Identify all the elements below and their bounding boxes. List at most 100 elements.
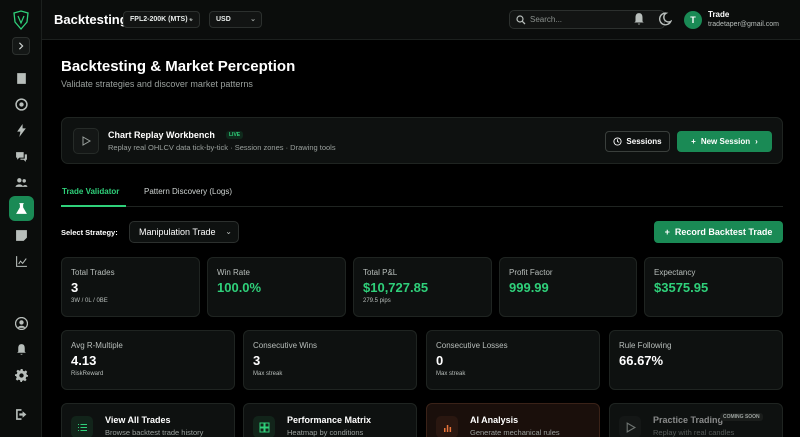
stat-value: 100.0% bbox=[217, 280, 262, 295]
app-title: Backtesting bbox=[54, 12, 128, 27]
coming-soon-badge: COMING SOON bbox=[720, 413, 763, 421]
view-all-trades-card[interactable]: View All Trades Browse backtest trade hi… bbox=[61, 403, 235, 437]
record-backtest-trade-button[interactable]: + Record Backtest Trade bbox=[654, 221, 783, 243]
logout-icon[interactable] bbox=[11, 404, 31, 424]
chevron-down-icon: ⌄ bbox=[225, 227, 232, 236]
stat-sub: 3W / 0L / 0BE bbox=[71, 298, 108, 304]
tab-trade-validator[interactable]: Trade Validator bbox=[62, 187, 120, 196]
search-icon bbox=[516, 15, 526, 25]
live-badge: LIVE bbox=[226, 131, 244, 139]
stat-card-consecutive-wins: Consecutive Wins 3 Max streak bbox=[243, 330, 417, 390]
dark-mode-moon-icon[interactable] bbox=[658, 12, 673, 26]
app-logo-icon[interactable] bbox=[11, 10, 31, 30]
strategy-label: Select Strategy: bbox=[61, 228, 118, 237]
chart-replay-workbench-card: Chart Replay Workbench LIVE Replay real … bbox=[61, 117, 783, 164]
stat-label: Consecutive Losses bbox=[436, 341, 508, 350]
stat-card-rule-following: Rule Following 66.67% bbox=[609, 330, 783, 390]
stat-card-avg-r-multiple: Avg R-Multiple 4.13 RiskReward bbox=[61, 330, 235, 390]
profile-icon[interactable] bbox=[11, 313, 31, 333]
stat-value: $10,727.85 bbox=[363, 280, 429, 295]
avatar[interactable]: T bbox=[684, 11, 702, 29]
stat-sub: Max streak bbox=[253, 371, 283, 377]
notifications-bell-icon[interactable] bbox=[11, 339, 31, 359]
currency-select-value: USD bbox=[216, 16, 231, 23]
top-bar: Backtesting FPL2-200K (MTS) - ⌄ USD ⌄ T … bbox=[42, 0, 800, 40]
lightning-icon[interactable] bbox=[11, 120, 31, 140]
workbench-subtitle: Replay real OHLCV data tick-by-tick · Se… bbox=[108, 143, 336, 152]
strategy-select[interactable]: Manipulation Trade ⌄ bbox=[129, 221, 239, 243]
account-select-value: FPL2-200K (MTS) - bbox=[130, 16, 192, 23]
stat-card-profit-factor: Profit Factor 999.99 bbox=[499, 257, 637, 317]
stat-label: Expectancy bbox=[654, 268, 696, 277]
stat-sub: RiskReward bbox=[71, 371, 104, 377]
tab-pattern-discovery[interactable]: Pattern Discovery (Logs) bbox=[144, 187, 233, 196]
new-session-button[interactable]: + New Session › bbox=[677, 131, 772, 152]
user-name: Trade bbox=[708, 10, 730, 19]
stat-card-expectancy: Expectancy $3575.95 bbox=[644, 257, 783, 317]
quick-link-subtitle: Replay with real candles bbox=[653, 428, 735, 437]
stat-label: Total Trades bbox=[71, 268, 115, 277]
stat-value: $3575.95 bbox=[654, 280, 709, 295]
stat-label: Win Rate bbox=[217, 268, 250, 277]
quick-link-title: Practice Trading bbox=[653, 415, 724, 425]
user-email: tradetaper@gmail.com bbox=[708, 21, 779, 28]
quick-link-title: AI Analysis bbox=[470, 415, 519, 425]
sidebar-collapse-button[interactable] bbox=[12, 37, 30, 55]
search-box[interactable] bbox=[509, 10, 665, 29]
stat-sub: 279.5 pips bbox=[363, 298, 391, 304]
stat-label: Avg R-Multiple bbox=[71, 341, 123, 350]
stat-value: 3 bbox=[71, 280, 79, 295]
chat-icon[interactable] bbox=[11, 146, 31, 166]
stat-value: 999.99 bbox=[509, 280, 549, 295]
account-select[interactable]: FPL2-200K (MTS) - ⌄ bbox=[123, 11, 200, 28]
stat-card-total-pnl: Total P&L $10,727.85 279.5 pips bbox=[353, 257, 492, 317]
analytics-trend-icon[interactable] bbox=[11, 251, 31, 271]
tab-bar: Trade Validator Pattern Discovery (Logs) bbox=[61, 183, 783, 207]
plus-icon: + bbox=[691, 137, 696, 146]
clock-icon bbox=[613, 137, 622, 146]
stat-sub: Max streak bbox=[436, 371, 466, 377]
chevron-right-icon: › bbox=[755, 137, 758, 146]
notes-icon[interactable] bbox=[11, 225, 31, 245]
stat-value: 66.67% bbox=[619, 353, 664, 368]
active-tab-indicator bbox=[61, 205, 126, 207]
stat-card-win-rate: Win Rate 100.0% bbox=[207, 257, 346, 317]
stat-value: 3 bbox=[253, 353, 261, 368]
record-backtest-trade-label: Record Backtest Trade bbox=[674, 227, 773, 237]
list-icon bbox=[71, 416, 93, 437]
stat-value: 0 bbox=[436, 353, 444, 368]
flask-icon[interactable] bbox=[9, 196, 34, 221]
bar-chart-icon bbox=[436, 416, 458, 437]
journal-book-icon[interactable] bbox=[11, 68, 31, 88]
grid-icon bbox=[253, 416, 275, 437]
performance-matrix-card[interactable]: Performance Matrix Heatmap by conditions bbox=[243, 403, 417, 437]
ai-analysis-card[interactable]: AI Analysis Generate mechanical rules bbox=[426, 403, 600, 437]
strategy-select-value: Manipulation Trade bbox=[139, 227, 216, 237]
stat-label: Consecutive Wins bbox=[253, 341, 318, 350]
stat-label: Total P&L bbox=[363, 268, 398, 277]
stat-label: Profit Factor bbox=[509, 268, 553, 277]
play-icon[interactable] bbox=[73, 128, 99, 154]
chevron-down-icon: ⌄ bbox=[250, 16, 256, 23]
users-icon[interactable] bbox=[11, 172, 31, 192]
chevron-down-icon: ⌄ bbox=[188, 16, 194, 23]
stat-card-consecutive-losses: Consecutive Losses 0 Max streak bbox=[426, 330, 600, 390]
settings-gear-icon[interactable] bbox=[11, 365, 31, 385]
quick-link-subtitle: Heatmap by conditions bbox=[287, 428, 364, 437]
new-session-button-label: New Session bbox=[700, 137, 751, 146]
currency-select[interactable]: USD ⌄ bbox=[209, 11, 262, 28]
search-input[interactable] bbox=[530, 13, 660, 26]
quick-link-title: Performance Matrix bbox=[287, 415, 372, 425]
notifications-bell-icon[interactable] bbox=[632, 12, 646, 26]
workbench-title: Chart Replay Workbench bbox=[108, 130, 215, 140]
stat-value: 4.13 bbox=[71, 353, 97, 368]
practice-trading-card: Practice Trading Replay with real candle… bbox=[609, 403, 783, 437]
target-icon[interactable] bbox=[11, 94, 31, 114]
quick-link-title: View All Trades bbox=[105, 415, 171, 425]
sessions-button[interactable]: Sessions bbox=[605, 131, 670, 152]
stat-card-total-trades: Total Trades 3 3W / 0L / 0BE bbox=[61, 257, 200, 317]
page-title: Backtesting & Market Perception bbox=[61, 58, 296, 75]
stat-label: Rule Following bbox=[619, 341, 672, 350]
plus-icon: + bbox=[664, 227, 670, 237]
page-subtitle: Validate strategies and discover market … bbox=[61, 79, 253, 89]
